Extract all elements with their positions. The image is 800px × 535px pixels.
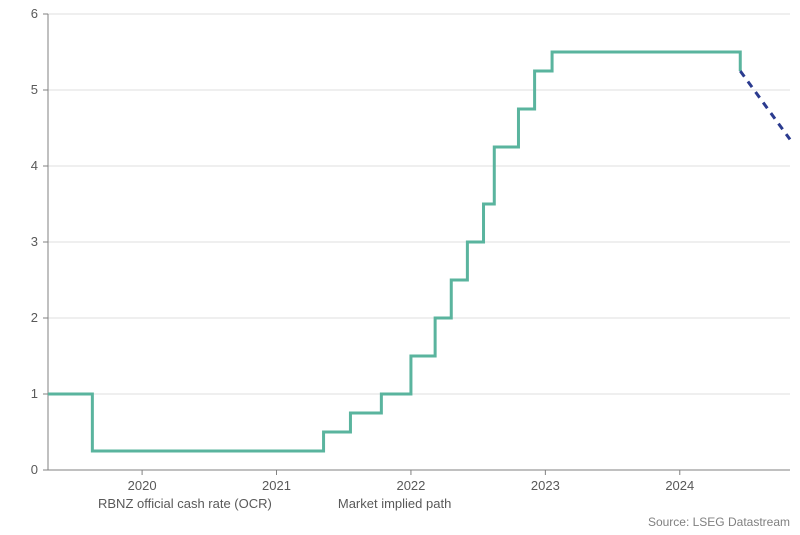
y-tick-label: 6 bbox=[31, 6, 38, 21]
x-tick-label: 2024 bbox=[665, 478, 694, 493]
chart-container: 0 1 2 3 4 5 6 2020 2021 2022 2023 2024 RBNZ officia… bbox=[0, 0, 800, 535]
series-ocr bbox=[48, 52, 740, 451]
legend-label-ocr: RBNZ official cash rate (OCR) bbox=[98, 496, 272, 511]
y-tick-label: 3 bbox=[31, 234, 38, 249]
source-text: Source: LSEG Datastream bbox=[648, 515, 790, 529]
y-tick-label: 0 bbox=[31, 462, 38, 477]
x-tick-label: 2022 bbox=[396, 478, 425, 493]
y-tick-label: 1 bbox=[31, 386, 38, 401]
x-tick-label: 2023 bbox=[531, 478, 560, 493]
y-tick-label: 5 bbox=[31, 82, 38, 97]
legend: RBNZ official cash rate (OCR) Market imp… bbox=[60, 496, 451, 511]
series-implied bbox=[740, 71, 790, 139]
legend-item-ocr: RBNZ official cash rate (OCR) bbox=[60, 496, 272, 511]
y-tick-label: 2 bbox=[31, 310, 38, 325]
x-tick-label: 2020 bbox=[128, 478, 157, 493]
legend-label-implied: Market implied path bbox=[338, 496, 451, 511]
line-chart: 0 1 2 3 4 5 6 2020 2021 2022 2023 2024 bbox=[0, 0, 800, 535]
legend-item-implied: Market implied path bbox=[300, 496, 451, 511]
y-tick-label: 4 bbox=[31, 158, 38, 173]
x-tick-label: 2021 bbox=[262, 478, 291, 493]
